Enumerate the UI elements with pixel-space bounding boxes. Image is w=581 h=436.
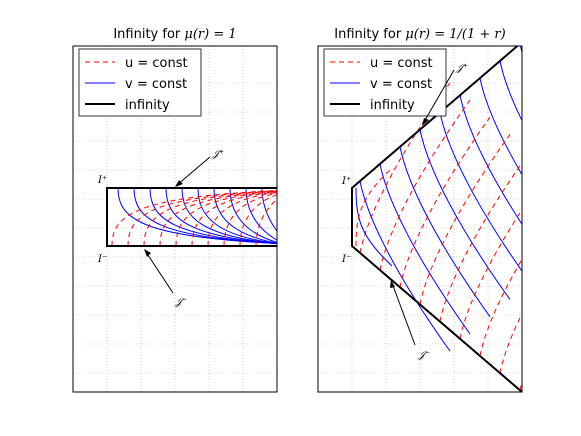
v-const-curve (479, 77, 522, 176)
annotation-scri-plus-left: 𝒥⁺ (211, 149, 224, 160)
axes-frame-right (317, 45, 523, 393)
legend-label-u: u = const (125, 56, 188, 71)
panel-right: Infinity for μ(r) = 1/(1 + r) u = const … (317, 27, 581, 407)
annotation-scri-minus-left: 𝒥⁻ (174, 297, 187, 308)
chart-title-left: Infinity for μ(r) = 1 (113, 27, 236, 42)
arrow-scri-minus-left (145, 251, 174, 294)
legend-label-v: v = const (125, 77, 187, 92)
legend-label-v: v = const (370, 77, 432, 92)
chart-title-right: Infinity for μ(r) = 1/(1 + r) (334, 27, 505, 42)
v-const-curve (181, 187, 277, 245)
v-const-curve (540, 27, 581, 197)
u-const-curve (143, 190, 277, 247)
u-const-curve (479, 258, 522, 357)
u-const-curve (399, 116, 491, 288)
arrowhead-scri-minus-left (144, 249, 151, 257)
u-const-curve (419, 134, 511, 305)
panel-left: Infinity for μ(r) = 1 u = const v = cons… (72, 27, 278, 393)
u-const-curve (191, 191, 277, 247)
v-const-curve (419, 129, 511, 300)
legend-label-infinity: infinity (125, 98, 170, 113)
v-const-curve (520, 46, 522, 55)
u-const-curve (439, 162, 522, 322)
axes-frame-left (72, 45, 278, 393)
u-const-curve (223, 192, 277, 247)
legend-left: u = const v = const infinity (78, 48, 202, 117)
u-const-curve (255, 198, 277, 247)
u-const-curve (175, 191, 277, 247)
v-const-curve (379, 163, 471, 335)
arrowhead-scri-plus-right (422, 118, 429, 126)
u-const-curve (111, 190, 277, 247)
u-const-curve (127, 190, 277, 247)
u-const-curve (379, 99, 471, 271)
legend-label-u: u = const (370, 56, 433, 71)
arrowhead-scri-minus-right (390, 280, 395, 288)
u-const-curve (207, 192, 277, 247)
v-const-curve (117, 187, 277, 244)
v-const-curve (359, 181, 451, 352)
u-const-curve (355, 167, 393, 247)
v-const-curve (499, 60, 522, 122)
legend-right: u = const v = const infinity (323, 48, 447, 117)
annotation-i-minus-right: I⁻ (341, 254, 351, 265)
v-const-curve (355, 187, 393, 267)
u-const-curve (159, 190, 277, 247)
v-const-curve (261, 187, 277, 232)
annotation-i-plus-left: I⁺ (97, 175, 107, 186)
arrow-scri-minus-right (391, 282, 416, 346)
u-const-curve (519, 379, 522, 391)
v-const-curve (229, 187, 277, 243)
arrowhead-scri-plus-left (175, 180, 183, 187)
legend-label-infinity: infinity (370, 98, 415, 113)
v-const-curve (439, 112, 522, 272)
annotation-scri-minus-right: 𝒥⁻ (417, 350, 430, 361)
curves-right (355, 27, 581, 407)
infinity-line (106, 187, 277, 247)
u-const-curve (239, 194, 277, 247)
curves-left (111, 187, 277, 247)
annotation-scri-plus-right: 𝒥⁺ (455, 63, 468, 74)
v-const-curve (459, 95, 522, 226)
arrow-scri-plus-right (423, 69, 455, 123)
u-const-curve (499, 312, 522, 374)
annotation-i-plus-right: I⁺ (341, 176, 351, 187)
arrow-scri-plus-left (176, 156, 211, 186)
infinity-boundary-left (106, 187, 277, 247)
v-const-curve (399, 146, 491, 318)
annotation-i-minus-left: I⁻ (97, 254, 107, 265)
u-const-curve (540, 237, 581, 407)
